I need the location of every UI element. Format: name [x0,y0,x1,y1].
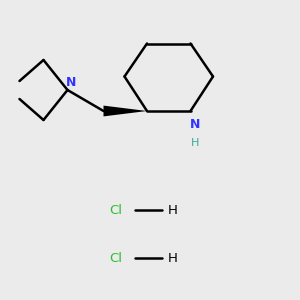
Text: Cl: Cl [109,203,122,217]
Text: N: N [66,76,76,89]
Text: Cl: Cl [109,251,122,265]
Text: H: H [191,137,199,148]
Polygon shape [103,106,147,116]
Text: H: H [168,203,177,217]
Text: N: N [190,118,200,131]
Text: H: H [168,251,177,265]
